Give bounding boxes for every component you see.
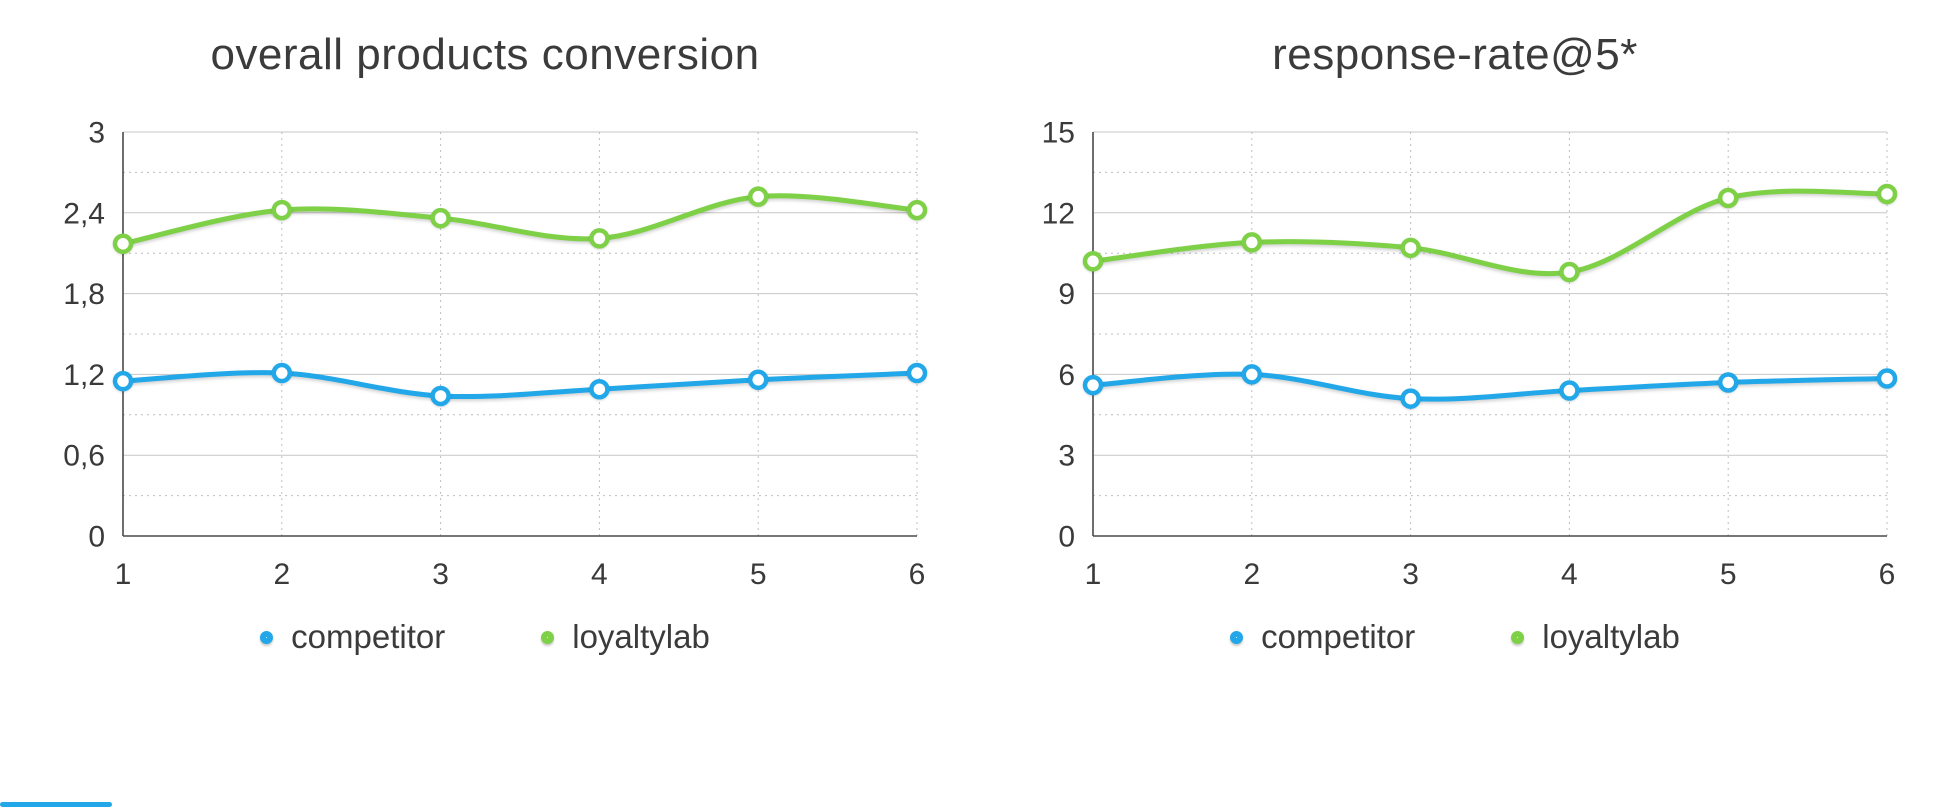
data-point-marker <box>1082 251 1104 272</box>
data-point-marker <box>271 199 293 221</box>
x-tick-label: 2 <box>273 558 290 591</box>
data-point-marker <box>430 385 451 407</box>
data-point-marker <box>1559 261 1580 283</box>
data-point-marker <box>1082 374 1104 396</box>
chart-panel-overall-products-conversion: overall products conversion 0 0,6 1,2 1,8 2,… <box>0 22 970 656</box>
x-tick-label: 6 <box>909 558 926 591</box>
data-point-marker <box>1241 232 1263 253</box>
legend-item-competitor: competitor <box>260 618 445 656</box>
x-tick-label: 5 <box>750 558 767 591</box>
legend-label: loyaltylab <box>1542 618 1680 655</box>
legend-label: competitor <box>291 618 446 655</box>
y-tick-label: 2,4 <box>63 197 105 230</box>
series-competitor <box>112 362 928 407</box>
series-loyaltylab <box>112 186 928 255</box>
x-tick-label: 1 <box>1085 558 1102 591</box>
series-competitor <box>1082 364 1898 409</box>
series-loyaltylab <box>1082 183 1898 283</box>
loyaltylab-line <box>1090 188 1890 277</box>
x-tick-label: 6 <box>1879 558 1896 591</box>
y-tick-label: 6 <box>1058 359 1075 392</box>
legend-item-loyaltylab: loyaltylab <box>1511 618 1680 656</box>
x-tick-label: 5 <box>1720 558 1737 591</box>
y-tick-label: 9 <box>1058 278 1075 311</box>
data-point-marker <box>906 362 928 384</box>
chart-panel-response-rate: response-rate@5* 0 3 6 9 12 15 1 2 3 4 5 6 competit… <box>970 22 1940 656</box>
y-tick-label: 0,6 <box>63 440 105 473</box>
competitor-marker-icon <box>1230 630 1244 644</box>
data-point-marker <box>1717 187 1739 209</box>
cropped-blue-line-fragment <box>0 802 112 807</box>
data-point-marker <box>1400 237 1421 259</box>
data-point-marker <box>1876 183 1898 205</box>
y-tick-label: 3 <box>88 117 105 150</box>
line-chart-overall-products-conversion: 0 0,6 1,2 1,8 2,4 3 1 2 3 4 5 6 <box>63 117 928 591</box>
loyaltylab-line <box>120 193 920 247</box>
data-point-marker <box>589 228 610 249</box>
data-point-marker <box>271 362 293 384</box>
competitor-line <box>1090 371 1890 402</box>
data-point-marker <box>1559 380 1580 401</box>
data-point-marker <box>747 186 769 207</box>
data-point-marker <box>430 207 451 229</box>
x-tick-label: 4 <box>1561 558 1578 591</box>
data-point-marker <box>906 199 928 221</box>
x-tick-label: 2 <box>1243 558 1260 591</box>
y-tick-label: 0 <box>88 521 105 554</box>
y-tick-label: 1,2 <box>63 359 105 392</box>
data-point-marker <box>589 378 610 400</box>
loyaltylab-marker-icon <box>1511 630 1525 644</box>
x-tick-label: 4 <box>591 558 608 591</box>
y-tick-label: 15 <box>1042 117 1075 150</box>
data-point-marker <box>747 369 769 391</box>
chart-title: overall products conversion <box>210 30 760 79</box>
data-point-marker <box>112 233 134 255</box>
competitor-marker-icon <box>260 630 274 644</box>
y-tick-label: 3 <box>1058 440 1075 473</box>
x-tick-label: 3 <box>432 558 449 591</box>
legend-item-loyaltylab: loyaltylab <box>541 618 710 656</box>
y-tick-label: 12 <box>1042 197 1075 230</box>
charts-row: overall products conversion 0 0,6 1,2 1,8 2,… <box>0 22 1940 656</box>
legend: competitor loyaltylab <box>1230 618 1680 656</box>
x-tick-label: 1 <box>115 558 132 591</box>
legend-item-competitor: competitor <box>1230 618 1415 656</box>
y-tick-label: 1,8 <box>63 278 105 311</box>
data-point-marker <box>1876 368 1898 389</box>
legend-label: competitor <box>1261 618 1416 655</box>
x-tick-label: 3 <box>1402 558 1419 591</box>
data-point-marker <box>112 370 134 392</box>
legend-label: loyaltylab <box>572 618 710 655</box>
data-point-marker <box>1400 388 1421 409</box>
data-point-marker <box>1717 372 1739 393</box>
competitor-line <box>120 370 920 400</box>
legend: competitor loyaltylab <box>260 618 710 656</box>
loyaltylab-marker-icon <box>541 630 555 644</box>
chart-title: response-rate@5* <box>1272 30 1638 79</box>
data-point-marker <box>1241 364 1263 385</box>
y-tick-label: 0 <box>1058 521 1075 554</box>
